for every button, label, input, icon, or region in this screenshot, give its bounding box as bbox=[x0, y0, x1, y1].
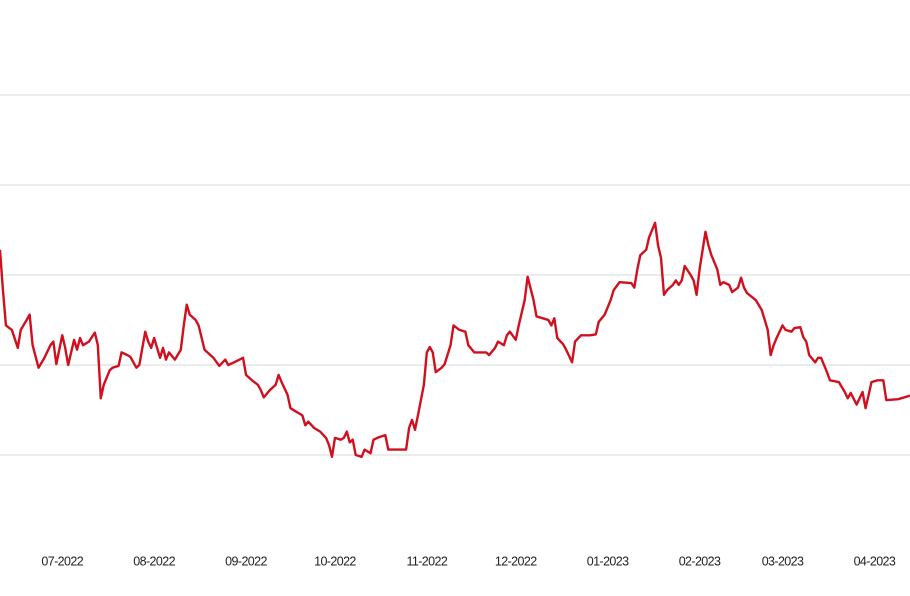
x-tick-label: 07-2022 bbox=[41, 554, 83, 568]
x-tick-label: 12-2022 bbox=[495, 554, 537, 568]
x-tick-label: 08-2022 bbox=[133, 554, 175, 568]
x-tick-label: 02-2023 bbox=[679, 554, 721, 568]
x-tick-label: 03-2023 bbox=[762, 554, 804, 568]
x-tick-label: 04-2023 bbox=[854, 554, 896, 568]
data-line bbox=[0, 221, 910, 458]
x-tick-label: 01-2023 bbox=[587, 554, 629, 568]
x-tick-label: 09-2022 bbox=[225, 554, 267, 568]
x-tick-label: 10-2022 bbox=[314, 554, 356, 568]
x-tick-label: 11-2022 bbox=[406, 554, 447, 568]
